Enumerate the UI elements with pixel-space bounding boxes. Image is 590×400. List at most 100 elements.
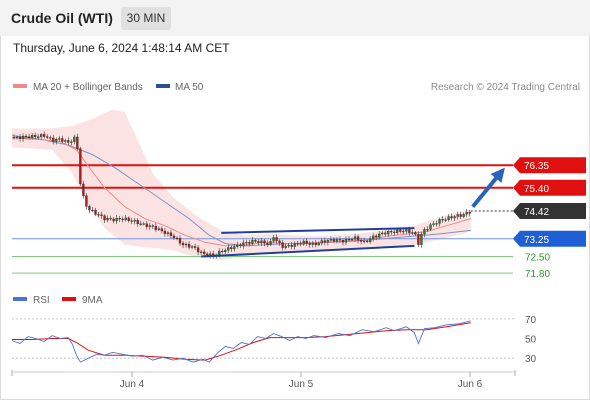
candle-body: [393, 231, 396, 233]
x-tick-label-0: Jun 4: [120, 379, 145, 390]
candle-body: [396, 229, 399, 233]
candle-body: [245, 242, 248, 244]
candle-body: [106, 218, 109, 221]
candle-body: [160, 228, 164, 232]
candle-body: [52, 137, 55, 142]
candle-body: [157, 228, 161, 230]
candle-body: [281, 242, 284, 248]
candle-body: [468, 212, 471, 214]
candle-body: [381, 232, 384, 235]
candle-body: [435, 223, 438, 225]
candle-body: [332, 239, 336, 242]
candle-body: [85, 195, 88, 207]
candle-body: [100, 214, 103, 216]
x-tick-label-1: Jun 5: [289, 379, 314, 390]
ma20-legend-swatch: [13, 84, 27, 88]
candle-body: [429, 224, 432, 230]
candle-body: [230, 247, 233, 250]
candle-body: [269, 241, 272, 245]
candle-body: [387, 231, 390, 235]
candle-body: [127, 217, 130, 221]
candle-body: [175, 237, 179, 239]
candle-body: [305, 240, 308, 244]
candle-body: [133, 220, 136, 222]
candle-body: [317, 243, 320, 246]
candle-body: [263, 240, 266, 244]
candle-body: [320, 240, 323, 244]
candle-body: [257, 241, 260, 243]
candle-body: [408, 229, 411, 233]
candle-body: [423, 229, 426, 235]
candle-body: [362, 240, 366, 242]
candle-body: [420, 233, 423, 245]
rsi-line: [11, 320, 471, 363]
candle-body: [218, 250, 221, 256]
candle-body: [414, 232, 417, 235]
ma20-legend-label: MA 20 + Bollinger Bands: [33, 82, 143, 93]
candle-body: [426, 229, 429, 231]
candle-body: [272, 237, 275, 242]
candle-body: [193, 246, 197, 248]
candle-body: [12, 137, 16, 139]
timestamp: Thursday, June 6, 2024 1:48:14 AM CET: [13, 41, 230, 55]
candle-body: [73, 136, 76, 142]
candle-body: [49, 137, 52, 139]
candle-body: [417, 234, 420, 245]
candle-body: [314, 242, 317, 246]
level-label-74.42: 74.42: [524, 207, 549, 218]
candle-body: [46, 136, 49, 138]
candle-body: [121, 218, 124, 220]
candle-body: [459, 214, 462, 217]
candle-body: [278, 240, 281, 243]
candle-body: [411, 232, 414, 234]
level-tag-74.42: [513, 203, 586, 219]
instrument-title: Crude Oil (WTI): [11, 10, 113, 26]
rsi-legend-label: RSI: [33, 295, 50, 306]
candle-body: [124, 217, 127, 220]
rsi-tick-30: 30: [525, 354, 537, 365]
candle-body: [384, 232, 387, 235]
candle-body: [130, 220, 133, 222]
candle-body: [432, 223, 435, 225]
candle-body: [444, 219, 447, 221]
candle-body: [326, 240, 330, 243]
candle-body: [67, 140, 70, 143]
candle-body: [145, 223, 148, 227]
channel-lower-line: [201, 244, 415, 258]
timeframe-badge[interactable]: 30 MIN: [121, 7, 171, 30]
candle-body: [447, 216, 450, 220]
ma50-legend-swatch: [156, 84, 170, 88]
candle-body: [43, 134, 46, 137]
forecast-arrow-head: [490, 167, 505, 183]
candle-body: [441, 219, 444, 221]
candle-body: [254, 240, 257, 242]
candle-body: [181, 243, 185, 246]
candle-body: [402, 231, 405, 233]
candle-body: [139, 223, 142, 225]
candle-body: [251, 240, 254, 244]
candle-body: [190, 246, 194, 248]
candle-body: [462, 214, 465, 217]
rsi-tick-50: 50: [525, 335, 537, 346]
candle-body: [359, 240, 363, 242]
header-bar: Crude Oil (WTI) 30 MIN: [0, 0, 590, 36]
candle-body: [109, 218, 112, 220]
candle-body: [236, 244, 239, 247]
candle-body: [390, 231, 393, 233]
level-label-71.80: 71.80: [525, 269, 550, 280]
candle-body: [221, 250, 224, 253]
candle-body: [172, 235, 176, 239]
candle-body: [88, 206, 91, 211]
candle-body: [299, 243, 302, 245]
candle-body: [224, 250, 227, 253]
candle-body: [202, 251, 206, 255]
candle-body: [399, 229, 402, 232]
candle-body: [296, 243, 299, 245]
candle-body: [308, 243, 311, 245]
candle-body: [187, 243, 191, 248]
candle-body: [103, 215, 106, 221]
candle-body: [58, 138, 61, 140]
level-tag-76.35: [513, 157, 586, 174]
candle-body: [169, 232, 173, 237]
level-label-75.40: 75.40: [524, 184, 549, 195]
